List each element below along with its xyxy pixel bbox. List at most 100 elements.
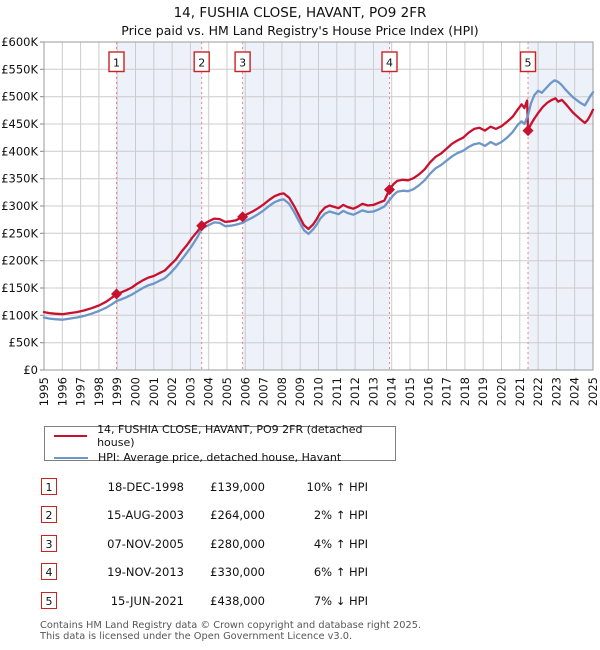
x-axis-year-label: 2025	[586, 377, 600, 406]
sale-point-marker	[237, 211, 249, 223]
y-axis-tick-label: £250K	[1, 226, 38, 240]
x-axis-year-label: 2007	[257, 377, 271, 406]
x-axis-year-label: 2020	[495, 377, 509, 406]
sale-price: £264,000	[210, 508, 265, 523]
x-axis-year-label: 2012	[348, 377, 362, 406]
svg-text:1: 1	[113, 57, 120, 70]
y-axis-tick-label: £400K	[1, 144, 38, 158]
price-chart-canvas: £0 £50K £100K £150K £200K £250K £300K £350K £400…	[1, 35, 600, 406]
x-axis-year-label: 2008	[275, 377, 289, 406]
x-axis-year-label: 2016	[421, 377, 435, 406]
sale-point-marker	[111, 288, 122, 300]
x-axis-year-label: 2022	[531, 377, 545, 406]
x-axis-year-label: 2004	[202, 377, 216, 406]
x-axis-year-label: 2001	[147, 377, 161, 406]
x-axis-year-label: 2005	[220, 377, 234, 406]
sale-date: 15-JUN-2021	[110, 593, 184, 608]
page-title: 14, FUSHIA CLOSE, HAVANT, PO9 2FR	[173, 5, 427, 21]
x-axis-year-label: 2006	[238, 377, 252, 406]
price-chart-svg: £0 £50K £100K £150K £200K £250K £300K £350K £400…	[1, 35, 600, 406]
sale-date: 07-NOV-2005	[107, 536, 184, 551]
chart-legend: 14, FUSHIA CLOSE, HAVANT, PO9 2FR (detac…	[44, 423, 396, 464]
table-row: 2 15-AUG-2003 £264,000 2% ↑ HPI	[0, 506, 600, 528]
sale-price: £438,000	[210, 593, 265, 608]
table-row: 3 07-NOV-2005 £280,000 4% ↑ HPI	[0, 534, 600, 557]
sale-number-badge: 3	[41, 534, 57, 552]
x-axis-year-label: 2015	[403, 377, 417, 406]
x-axis-year-label: 2000	[129, 377, 143, 406]
license-footer: Contains HM Land Registry data © Crown c…	[40, 620, 421, 642]
x-axis-year-label: 2013	[366, 377, 380, 406]
page-subtitle: Price paid vs. HM Land Registry's House …	[121, 23, 479, 38]
sale-number-badge: 4	[41, 563, 57, 581]
x-axis-year-label: 1995	[37, 377, 51, 406]
x-axis-year-label: 2003	[183, 377, 197, 406]
legend-label-price-paid: 14, FUSHIA CLOSE, HAVANT, PO9 2FR (detac…	[97, 423, 363, 449]
x-axis-year-label: 2019	[476, 377, 490, 406]
x-axis-year-label: 2011	[330, 377, 344, 406]
sale-hpi-comparison: 10% ↑ HPI	[306, 480, 368, 494]
x-axis-year-label: 1996	[55, 377, 69, 406]
x-axis-year-label: 2014	[385, 377, 399, 406]
sale-hpi-comparison: 6% ↑ HPI	[313, 565, 368, 580]
legend-item-hpi: HPI: Average price, detached house, Hava…	[54, 451, 395, 464]
x-axis-year-label: 1999	[110, 377, 124, 406]
y-axis-tick-label: £150K	[1, 281, 38, 295]
table-row: 1 18-DEC-1998 £139,000 10% ↑ HPI	[0, 478, 600, 500]
hpi-line-swatch	[54, 456, 88, 459]
y-axis-tick-label: £0	[23, 363, 38, 377]
sale-number-badge: 2	[41, 506, 57, 524]
svg-text:4: 4	[386, 57, 393, 70]
x-axis-year-label: 2017	[440, 377, 454, 406]
svg-text:3: 3	[239, 57, 246, 70]
svg-text:5: 5	[525, 57, 532, 70]
sale-price: £139,000	[210, 480, 265, 494]
sale-marker-badge	[381, 51, 398, 73]
sale-price: £330,000	[210, 565, 265, 580]
x-axis-year-label: 2024	[568, 377, 582, 406]
x-axis-year-label: 1998	[92, 377, 106, 406]
y-axis-tick-label: £500K	[1, 90, 38, 104]
x-axis-year-label: 2002	[165, 377, 179, 406]
footer-line-1: Contains HM Land Registry data © Crown c…	[40, 620, 422, 631]
table-row: 5 15-JUN-2021 £438,000 7% ↓ HPI	[0, 591, 600, 614]
hpi-line	[42, 79, 595, 321]
sale-marker-badge	[108, 51, 125, 73]
sale-marker-badge	[519, 51, 537, 73]
sale-marker-badge	[234, 51, 251, 73]
sale-point-marker	[522, 125, 534, 137]
x-axis-year-label: 2023	[549, 377, 563, 406]
svg-text:2: 2	[198, 57, 205, 70]
x-axis-year-label: 2009	[293, 377, 307, 406]
sale-date: 15-AUG-2003	[106, 508, 184, 523]
x-axis-year-label: 2018	[458, 377, 472, 406]
sale-number-badge: 5	[41, 591, 57, 609]
sale-point-marker	[196, 220, 208, 232]
y-axis-tick-label: £550K	[1, 62, 38, 76]
footer-line-2: This data is licensed under the Open Gov…	[40, 631, 353, 642]
sale-hpi-comparison: 2% ↑ HPI	[313, 508, 368, 523]
sale-price: £280,000	[210, 536, 265, 551]
legend-label-hpi: HPI: Average price, detached house, Hava…	[98, 451, 342, 464]
sale-date: 18-DEC-1998	[107, 480, 184, 494]
sale-hpi-comparison: 7% ↓ HPI	[313, 593, 368, 608]
sale-hpi-comparison: 4% ↑ HPI	[313, 536, 368, 551]
x-axis-year-label: 2021	[513, 377, 527, 406]
sale-point-marker	[384, 184, 395, 196]
y-axis-tick-label: £600K	[1, 35, 38, 49]
y-axis-tick-label: £50K	[9, 336, 39, 350]
x-axis-year-label: 2010	[312, 377, 326, 406]
y-axis-tick-label: £100K	[1, 308, 38, 322]
x-axis-year-label: 1997	[74, 377, 88, 406]
sale-marker-badge	[193, 51, 210, 73]
table-row: 4 19-NOV-2013 £330,000 6% ↑ HPI	[0, 563, 600, 585]
y-axis-tick-label: £200K	[1, 254, 38, 268]
legend-item-price-paid: 14, FUSHIA CLOSE, HAVANT, PO9 2FR (detac…	[54, 423, 395, 449]
sale-date: 19-NOV-2013	[107, 565, 184, 580]
y-axis-tick-label: £350K	[1, 172, 38, 186]
sale-number-badge: 1	[41, 478, 57, 495]
price-paid-line-swatch	[54, 435, 88, 437]
y-axis-tick-label: £450K	[1, 117, 38, 131]
y-axis-tick-label: £300K	[1, 199, 38, 213]
